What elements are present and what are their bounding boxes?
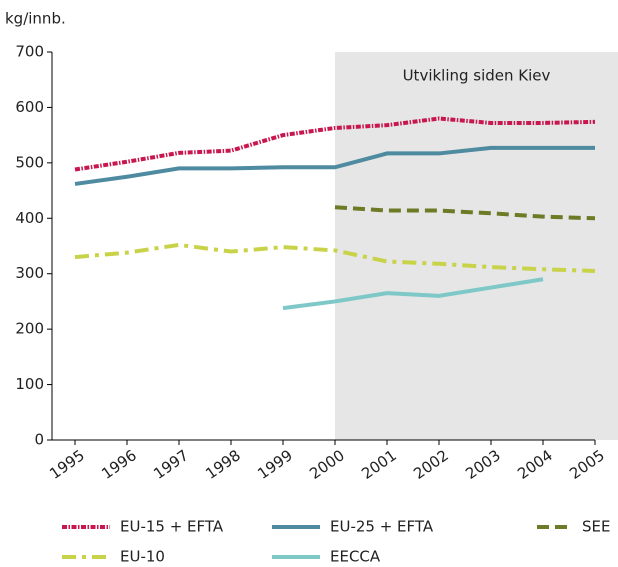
y-tick-label: 500 [15, 153, 44, 171]
annotation: Utvikling siden Kiev [403, 67, 551, 85]
x-tick-label: 1997 [150, 446, 192, 483]
x-tick-label: 1999 [254, 446, 296, 483]
y-tick-label: 0 [34, 431, 44, 449]
highlight-region [335, 52, 618, 440]
x-tick-label: 2003 [462, 446, 504, 483]
y-axis-label: kg/innb. [5, 10, 66, 28]
series-line [334, 205, 596, 221]
x-tick-label: 2002 [410, 446, 452, 483]
series-line [282, 277, 544, 311]
y-tick-label: 300 [15, 264, 44, 282]
series-line [74, 145, 595, 186]
legend-label: SEE [582, 518, 610, 536]
series-line [74, 242, 596, 273]
y-tick-label: 600 [15, 98, 44, 116]
y-tick-label: 400 [15, 209, 44, 227]
x-tick-label: 2005 [566, 446, 608, 483]
legend-label: EU-10 [120, 548, 165, 566]
x-tick-label: 2004 [514, 446, 556, 483]
x-tick-label: 2000 [306, 446, 348, 483]
x-tick-label: 1996 [98, 446, 140, 483]
legend-label: EU-15 + EFTA [120, 518, 224, 536]
y-tick-label: 100 [15, 375, 44, 393]
y-tick-label: 200 [15, 320, 44, 338]
legend-label: EECCA [330, 548, 381, 566]
x-tick-label: 1995 [46, 446, 88, 483]
x-tick-label: 2001 [358, 446, 400, 483]
series-line [74, 116, 596, 172]
y-tick-label: 700 [15, 43, 44, 61]
legend-label: EU-25 + EFTA [330, 518, 434, 536]
x-tick-label: 1998 [202, 446, 244, 483]
